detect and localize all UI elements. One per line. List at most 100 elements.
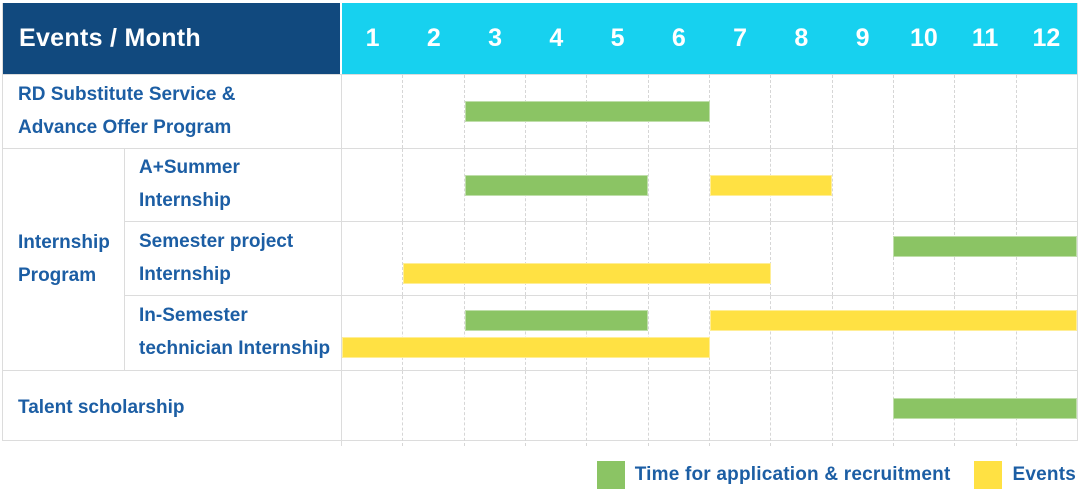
month-column	[770, 296, 831, 370]
month-column	[1015, 222, 1077, 295]
month-column	[831, 75, 893, 148]
month-header-1: 1	[365, 24, 380, 52]
month-column	[342, 149, 402, 221]
month-column	[831, 371, 893, 446]
month-header-6: 6	[671, 24, 686, 52]
month-column	[954, 75, 1015, 148]
month-column	[892, 149, 954, 221]
table-row: RD Substitute Service & Advance Offer Pr…	[3, 74, 1077, 148]
timeline-cell	[342, 75, 1077, 148]
month-column	[892, 296, 954, 370]
month-column	[831, 296, 893, 370]
month-column	[342, 296, 402, 370]
month-column	[831, 222, 893, 295]
month-column	[1015, 296, 1077, 370]
month-header-8: 8	[794, 24, 809, 52]
month-column	[831, 149, 893, 221]
month-column	[463, 75, 525, 148]
month-column	[463, 149, 525, 221]
legend-application-label: Time for application & recruitment	[634, 464, 951, 485]
subrow-label: In-Semester technician Internship	[125, 296, 342, 370]
month-column	[647, 296, 709, 370]
events-month-header-cell: Events / Month	[3, 3, 342, 74]
month-column	[708, 296, 770, 370]
month-column	[892, 75, 954, 148]
month-gridlines	[342, 75, 1077, 148]
month-column	[586, 371, 647, 446]
month-column	[770, 371, 831, 446]
month-column	[708, 149, 770, 221]
month-gridlines	[342, 222, 1077, 295]
month-header-5: 5	[610, 24, 625, 52]
month-column	[402, 75, 463, 148]
month-column	[770, 75, 831, 148]
bar-events-months-7-12	[709, 310, 1077, 331]
month-header-7: 7	[733, 24, 748, 52]
row-label: RD Substitute Service & Advance Offer Pr…	[3, 75, 342, 148]
month-column	[524, 371, 586, 446]
month-header-2: 2	[426, 24, 441, 52]
month-header-3: 3	[488, 24, 503, 52]
bar-application-months-3-5	[464, 174, 649, 196]
group-body: A+Summer Internship Semester project Inte…	[125, 149, 1077, 370]
month-column	[524, 296, 586, 370]
month-column	[1015, 75, 1077, 148]
legend-item-application: Time for application & recruitment	[596, 461, 951, 489]
application-swatch-icon	[596, 461, 625, 489]
table-header-row: Events / Month 1 2 3 4 5 6 7 8 9 10 11 12	[3, 3, 1077, 74]
month-column	[770, 222, 831, 295]
month-column	[342, 371, 402, 446]
legend-events-label: Events	[1012, 464, 1076, 485]
group-label: Internship Program	[3, 149, 125, 370]
table-row: Talent scholarship	[3, 370, 1077, 446]
bar-application-months-10-12	[893, 236, 1077, 257]
month-column	[342, 222, 402, 295]
timeline-cell	[342, 371, 1077, 446]
month-column	[954, 149, 1015, 221]
month-column	[647, 149, 709, 221]
legend: Time for application & recruitment Event…	[596, 442, 1076, 494]
row-label: Talent scholarship	[3, 371, 342, 446]
months-header-row: 1 2 3 4 5 6 7 8 9 10 11 12	[342, 3, 1077, 74]
bar-application-months-10-12	[893, 398, 1077, 419]
row-group-internship-program: Internship Program A+Summer Internship Sem…	[3, 148, 1077, 370]
bar-application-months-3-6	[464, 101, 710, 122]
month-column	[402, 222, 463, 295]
month-header-10: 10	[909, 24, 938, 52]
month-header-12: 12	[1032, 24, 1061, 52]
month-column	[402, 296, 463, 370]
timeline-cell	[342, 222, 1077, 295]
subrow-label: A+Summer Internship	[125, 149, 342, 221]
month-column	[1015, 149, 1077, 221]
month-column	[708, 222, 770, 295]
month-column	[524, 222, 586, 295]
month-column	[402, 371, 463, 446]
bar-events-months-1-6	[342, 337, 710, 358]
table-subrow: A+Summer Internship	[125, 149, 1077, 221]
events-month-table: Events / Month 1 2 3 4 5 6 7 8 9 10 11 12 RD Substi…	[2, 3, 1078, 446]
month-column	[954, 296, 1015, 370]
month-header-11: 11	[971, 24, 999, 52]
timeline-cell	[342, 296, 1077, 370]
bar-events-months-7-8	[709, 174, 832, 196]
month-header-4: 4	[549, 24, 564, 52]
month-column	[586, 222, 647, 295]
bar-events-months-2-7	[403, 263, 771, 284]
bar-application-months-3-5	[464, 310, 649, 331]
timeline-cell	[342, 149, 1077, 221]
month-column	[463, 222, 525, 295]
legend-item-events: Events	[974, 461, 1076, 489]
month-column	[647, 371, 709, 446]
month-column	[402, 149, 463, 221]
month-column	[586, 296, 647, 370]
month-header-9: 9	[855, 24, 870, 52]
subrow-label: Semester project Internship	[125, 222, 342, 295]
month-column	[892, 222, 954, 295]
table-body: RD Substitute Service & Advance Offer Pr…	[3, 74, 1077, 446]
month-column	[647, 222, 709, 295]
month-column	[954, 222, 1015, 295]
month-column	[463, 296, 525, 370]
table-subrow: In-Semester technician Internship	[125, 295, 1077, 370]
month-column	[708, 371, 770, 446]
